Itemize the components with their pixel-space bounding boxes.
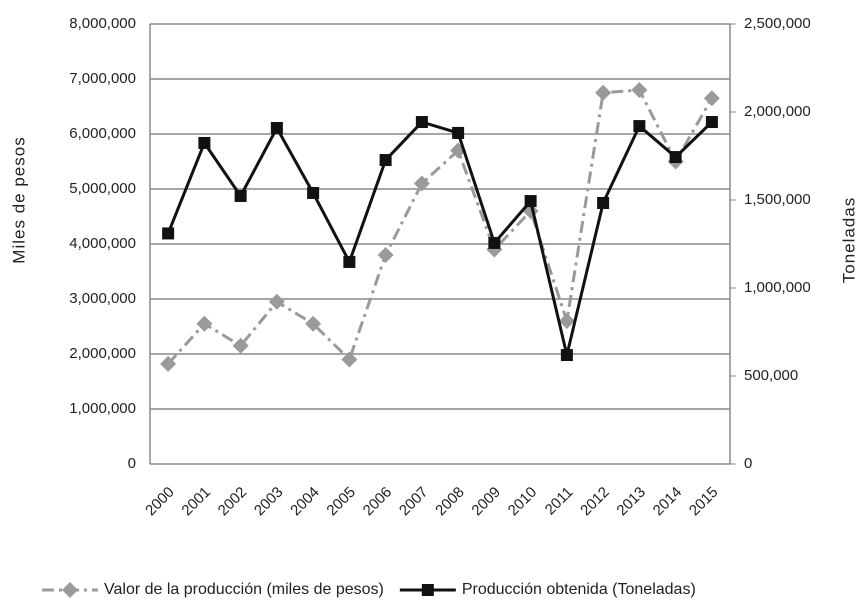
- y2-tick-label: 1,500,000: [744, 191, 811, 208]
- point: [198, 136, 211, 149]
- point: [703, 90, 720, 107]
- x-tick-label: 2003: [251, 484, 287, 520]
- point: [631, 82, 648, 98]
- y2-tick-label: 2,500,000: [744, 15, 811, 32]
- y2-tick-label: 0: [744, 455, 752, 472]
- y-tick-label: 6,000,000: [69, 125, 136, 142]
- point: [488, 236, 501, 249]
- y-tick-label: 3,000,000: [69, 290, 136, 307]
- point: [196, 315, 213, 332]
- x-tick-label: 2015: [686, 484, 722, 520]
- y2-tick-label: 1,000,000: [744, 279, 811, 296]
- x-tick-label: 2012: [577, 484, 613, 520]
- x-tick-label: 2001: [178, 484, 214, 520]
- x-tick-label: 2013: [613, 484, 649, 520]
- point: [341, 351, 358, 368]
- y-tick-label: 2,000,000: [69, 345, 136, 362]
- y-tick-label: 8,000,000: [69, 15, 136, 32]
- point: [232, 337, 249, 354]
- x-tick-label: 2009: [468, 484, 504, 520]
- point: [377, 247, 394, 263]
- x-tick-label: 2006: [360, 484, 396, 520]
- point: [234, 189, 247, 202]
- x-tick-label: 2011: [542, 484, 577, 519]
- x-tick-label: 2005: [323, 484, 359, 520]
- x-tick-label: 2004: [287, 484, 323, 520]
- point: [268, 293, 285, 310]
- y-tick-label: 1,000,000: [69, 400, 136, 417]
- point: [413, 175, 430, 192]
- x-tick-label: 2014: [650, 484, 686, 520]
- legend-marker: [62, 582, 78, 598]
- point: [379, 154, 392, 167]
- x-tick-label: 2002: [215, 484, 251, 520]
- y-tick-label: 7,000,000: [69, 70, 136, 87]
- legend-label: Producción obtenida (Toneladas): [462, 581, 696, 598]
- y-tick-label: 5,000,000: [69, 180, 136, 197]
- point: [560, 349, 573, 362]
- point: [669, 151, 682, 164]
- y-tick-label: 0: [128, 455, 136, 472]
- point: [595, 84, 612, 101]
- x-tick-label: 2010: [505, 484, 541, 520]
- point: [305, 315, 322, 332]
- y2-axis-title: Toneladas: [839, 197, 858, 284]
- point: [162, 227, 175, 240]
- x-tick-label: 2007: [396, 484, 432, 520]
- series-line: [167, 88, 714, 365]
- point: [307, 186, 320, 199]
- y-tick-label: 4,000,000: [69, 235, 136, 252]
- point: [452, 126, 465, 139]
- point: [558, 313, 575, 329]
- point: [524, 195, 537, 208]
- point: [633, 120, 646, 133]
- y-axis-title: Miles de pesos: [9, 136, 28, 263]
- point: [160, 355, 177, 372]
- y2-tick-label: 500,000: [744, 367, 798, 384]
- y2-tick-label: 2,000,000: [744, 103, 811, 120]
- legend-label: Valor de la producción (miles de pesos): [104, 581, 384, 598]
- point: [705, 116, 718, 129]
- point: [270, 122, 283, 135]
- series-line: [166, 120, 713, 356]
- x-tick-label: 2000: [142, 484, 178, 520]
- point: [343, 255, 356, 268]
- point: [415, 116, 428, 129]
- x-tick-label: 2008: [432, 484, 468, 520]
- point: [597, 196, 610, 209]
- legend-marker: [421, 584, 434, 596]
